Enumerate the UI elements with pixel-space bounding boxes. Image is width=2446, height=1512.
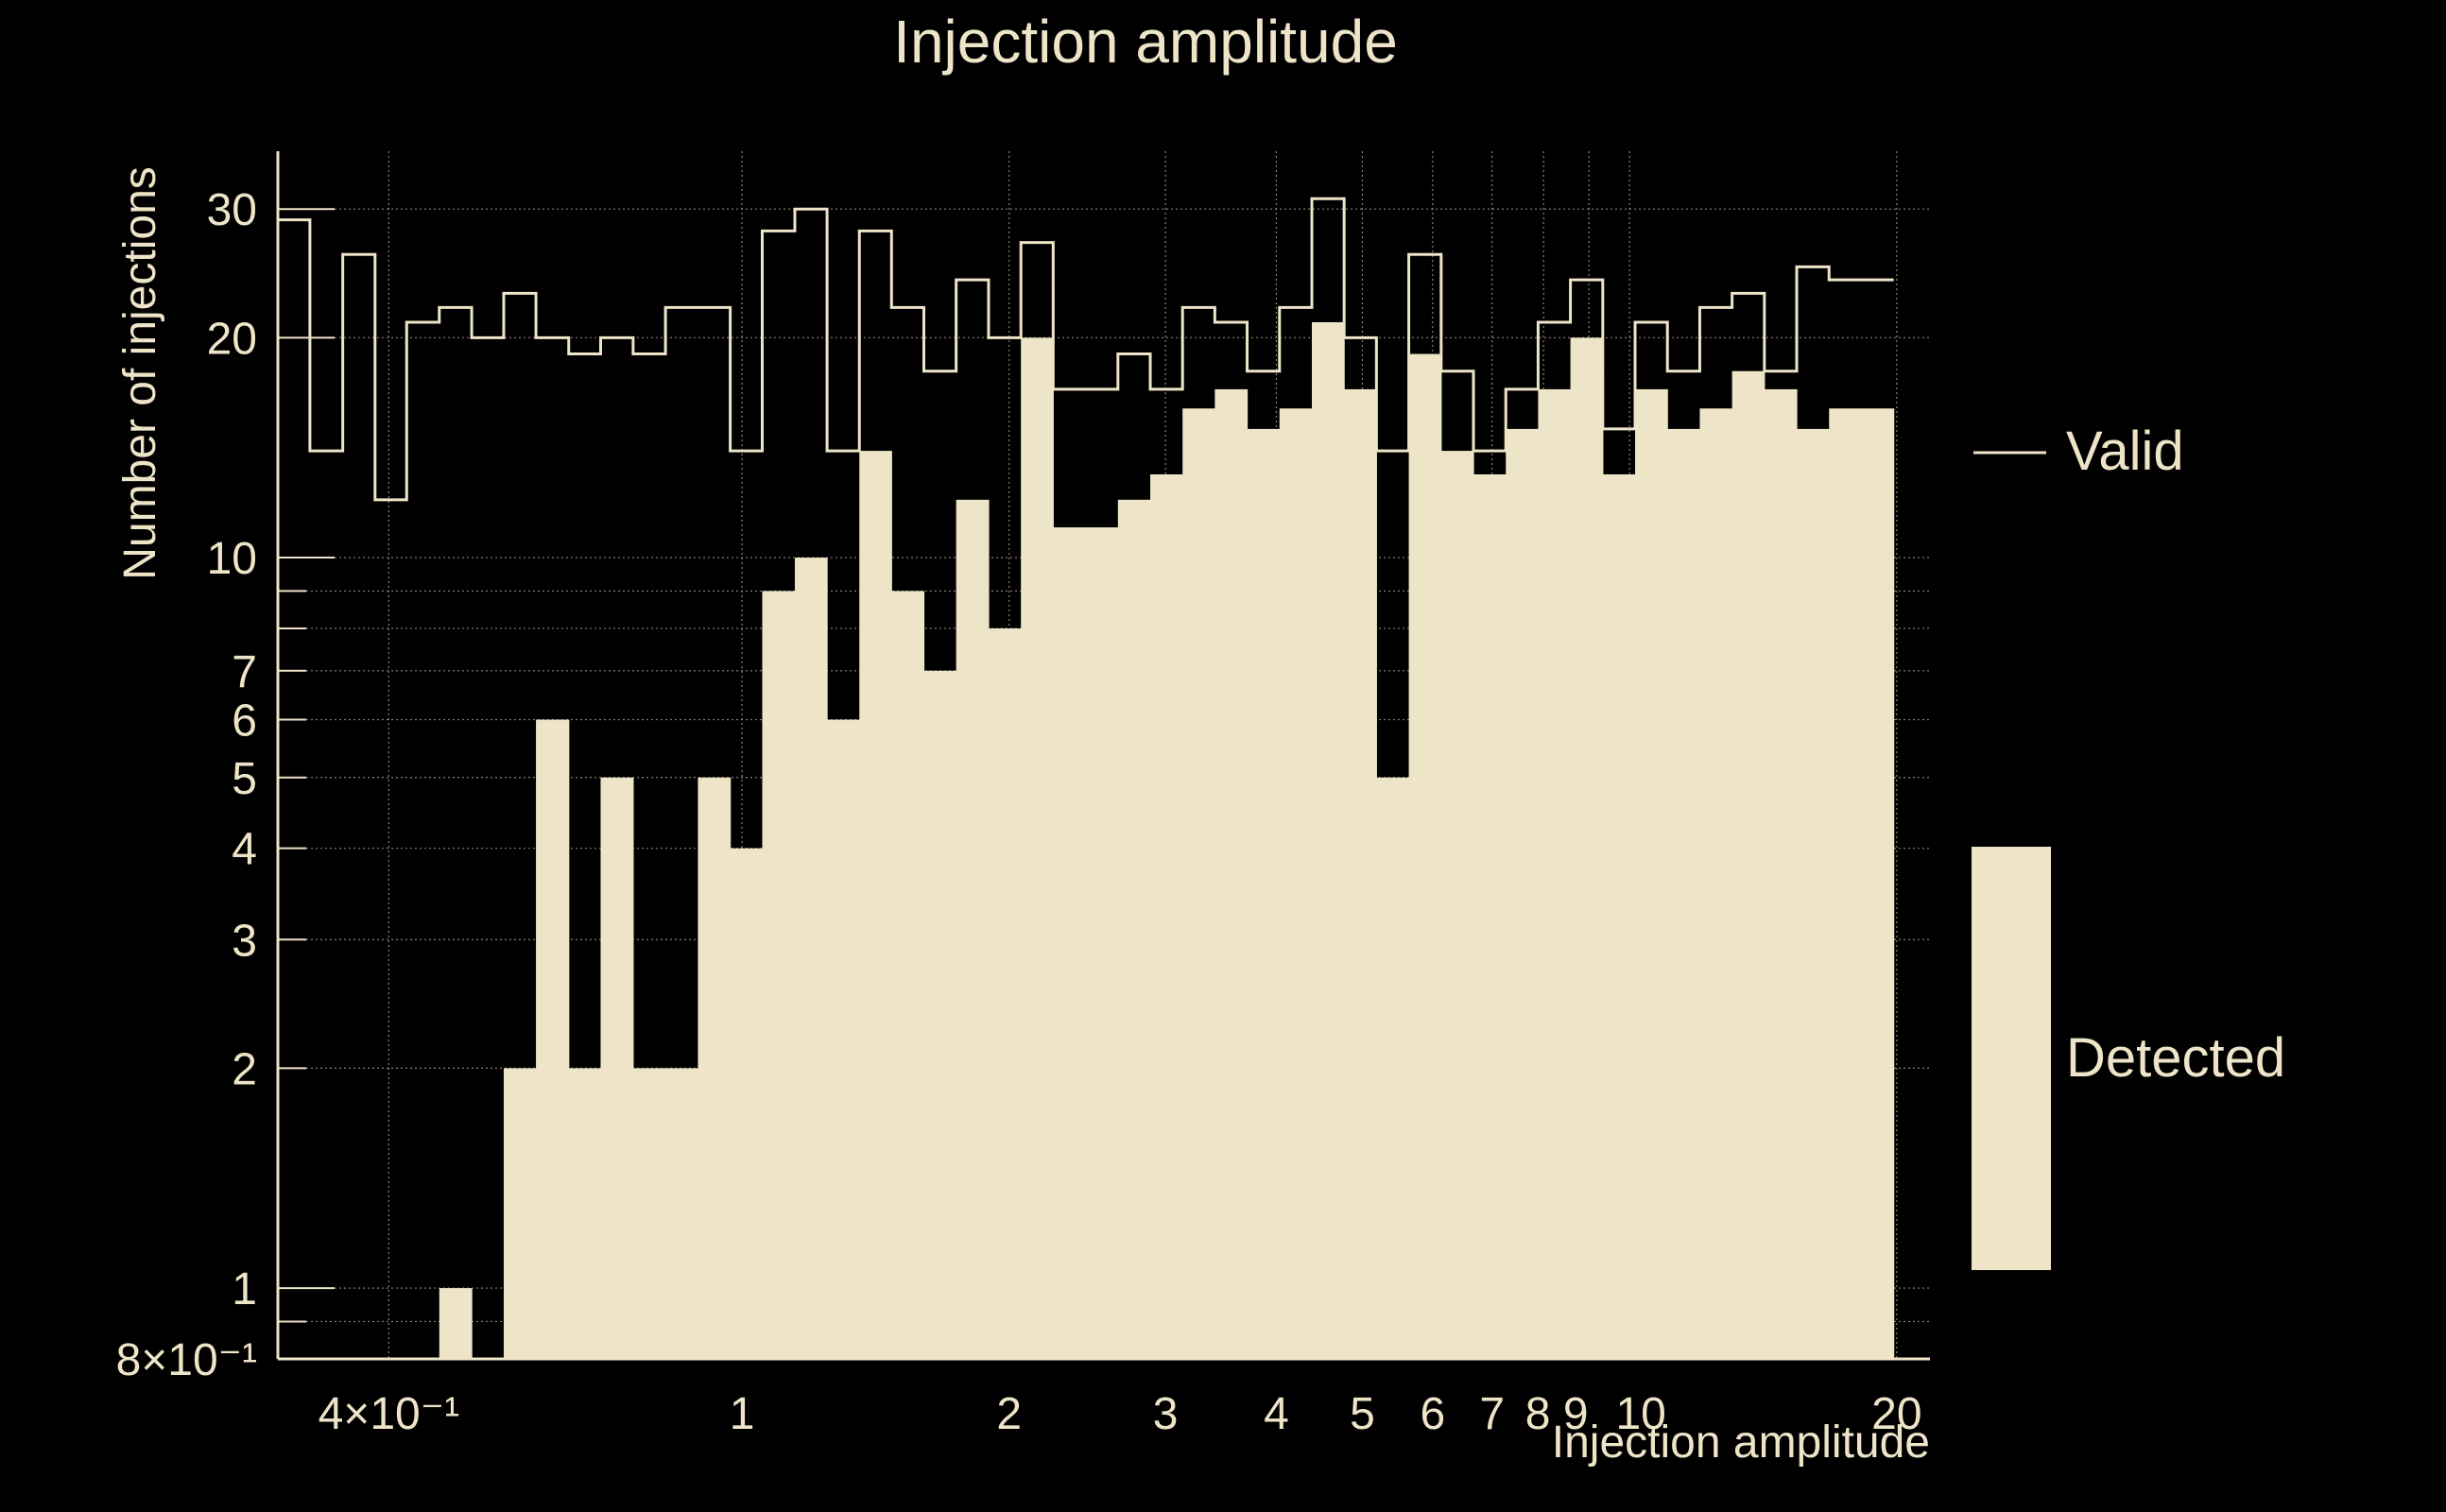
y-tick-label: 6: [232, 696, 257, 747]
detected-bar: [1247, 428, 1281, 1359]
detected-bar: [1797, 428, 1830, 1359]
detected-bar: [568, 1068, 602, 1359]
valid-step-line: [278, 197, 1894, 502]
detected-bars: [439, 321, 1895, 1360]
detected-bar: [1376, 777, 1410, 1359]
x-tick-label: 4: [1264, 1389, 1289, 1439]
detected-bar: [988, 627, 1022, 1359]
y-tick-label: 10: [207, 534, 257, 584]
detected-bar: [439, 1288, 473, 1359]
y-tick-label: 7: [232, 647, 257, 697]
detected-bar: [1570, 337, 1604, 1359]
y-tick-label: 3: [232, 916, 257, 966]
detected-bar: [1182, 408, 1215, 1359]
x-tick-label: 1: [730, 1389, 755, 1439]
x-tick-label: 8: [1525, 1389, 1551, 1439]
y-tick-label: 30: [207, 185, 257, 235]
detected-bar: [1312, 321, 1345, 1359]
detected-bar: [1344, 388, 1377, 1360]
x-tick-label: 20: [1871, 1389, 1921, 1439]
detected-bar: [1440, 451, 1474, 1359]
detected-bar: [1506, 428, 1539, 1359]
detected-bar: [1602, 473, 1636, 1359]
detected-bar: [1408, 353, 1442, 1359]
detected-bar: [1279, 408, 1313, 1359]
detected-bar: [1538, 388, 1572, 1360]
detected-bar: [859, 451, 892, 1359]
detected-bar: [730, 848, 764, 1359]
detected-bar: [1667, 428, 1701, 1359]
detected-bar: [891, 591, 925, 1359]
x-tick-label: 5: [1350, 1389, 1375, 1439]
detected-bar: [1861, 408, 1895, 1359]
x-tick-label: 4×10⁻¹: [319, 1389, 459, 1439]
x-axis-label: Injection amplitude: [1552, 1418, 1930, 1468]
legend: Valid Detected: [1972, 421, 2285, 1270]
y-tick-label: 5: [232, 754, 257, 804]
detected-bar: [1829, 408, 1863, 1359]
x-tick-label: 7: [1479, 1389, 1505, 1439]
legend-valid-label: Valid: [2066, 421, 2184, 482]
x-tick-label: 9: [1563, 1389, 1589, 1439]
x-tick-label: 10: [1615, 1389, 1665, 1439]
legend-detected-label: Detected: [2066, 1027, 2285, 1089]
x-tick-label: 2: [996, 1389, 1022, 1439]
axes: [276, 151, 1930, 1361]
detected-bar: [1085, 527, 1119, 1359]
detected-bar: [1053, 527, 1087, 1359]
detected-bar: [956, 499, 990, 1359]
detected-bar: [632, 1068, 666, 1359]
detected-bar: [1214, 388, 1249, 1360]
valid-step-series: [278, 197, 1894, 502]
y-tick-label: 4: [232, 825, 257, 875]
y-tick-label: 20: [207, 314, 257, 364]
y-tick-label: 8×10⁻¹: [116, 1335, 257, 1385]
detected-bar: [762, 591, 796, 1359]
detected-bar: [827, 719, 860, 1359]
x-tick-label: 6: [1420, 1389, 1445, 1439]
detected-bar: [1473, 473, 1507, 1359]
detected-bar: [600, 777, 634, 1359]
y-tick-label: 1: [232, 1264, 257, 1314]
detected-bar: [1117, 499, 1151, 1359]
detected-bar: [1021, 337, 1054, 1359]
detected-bar: [1731, 370, 1766, 1359]
detected-bar: [794, 558, 828, 1359]
x-tick-label: 3: [1153, 1389, 1179, 1439]
detected-bar: [1699, 408, 1733, 1359]
detected-bar: [503, 1068, 537, 1359]
y-axis-label: Number of injections: [115, 166, 165, 580]
detected-bar: [1635, 388, 1668, 1360]
detected-bar: [665, 1068, 699, 1359]
detected-bar: [698, 777, 732, 1359]
legend-detected-swatch: [1972, 847, 2051, 1270]
chart-title: Injection amplitude: [893, 8, 1398, 76]
detected-bar: [923, 670, 957, 1359]
y-tick-label: 2: [232, 1044, 257, 1094]
detected-bar: [1150, 473, 1183, 1359]
detected-bar: [1764, 388, 1798, 1360]
detected-bar: [536, 719, 570, 1359]
